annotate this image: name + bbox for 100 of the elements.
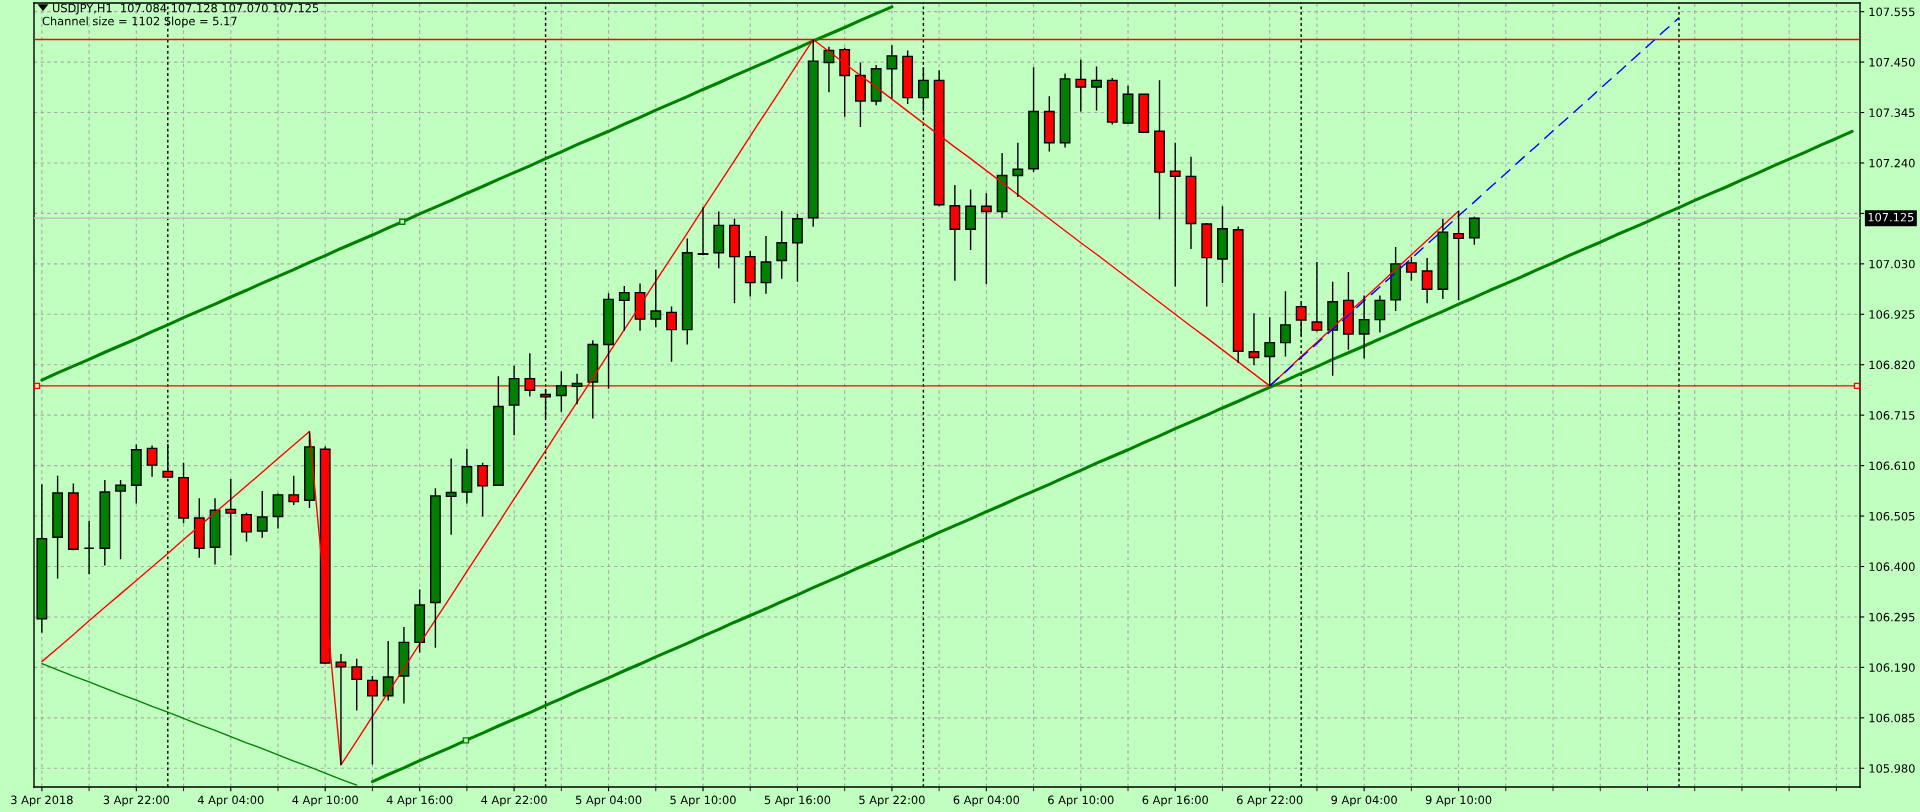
y-tick-label: 107.030 bbox=[1869, 259, 1915, 269]
candlestick bbox=[1280, 290, 1291, 358]
candlestick bbox=[1154, 79, 1165, 220]
candlestick bbox=[508, 365, 520, 437]
candlestick bbox=[288, 475, 300, 506]
candlestick bbox=[492, 375, 504, 487]
candlestick bbox=[1342, 271, 1354, 351]
candlestick bbox=[681, 237, 693, 346]
line-series bbox=[1269, 17, 1680, 387]
candlestick bbox=[178, 462, 189, 524]
candlestick bbox=[776, 210, 788, 280]
x-tick-label: 9 Apr 04:00 bbox=[1331, 795, 1397, 807]
candlestick bbox=[1201, 223, 1213, 308]
candlestick bbox=[807, 38, 819, 228]
x-tick-label: 5 Apr 16:00 bbox=[764, 795, 831, 807]
candlestick bbox=[351, 658, 363, 712]
candlestick bbox=[429, 487, 441, 649]
candlestick bbox=[855, 61, 866, 128]
candlestick bbox=[1437, 218, 1449, 300]
candlestick bbox=[1390, 246, 1402, 312]
candlestick bbox=[933, 69, 945, 206]
candlestick bbox=[1421, 257, 1433, 304]
candlestick bbox=[1043, 95, 1055, 153]
candlestick bbox=[193, 497, 205, 559]
candlestick bbox=[996, 152, 1008, 219]
y-tick-label: 106.715 bbox=[1869, 411, 1915, 420]
y-tick-label: 106.190 bbox=[1869, 663, 1915, 672]
candlestick bbox=[618, 285, 630, 332]
candlestick bbox=[382, 640, 394, 702]
candlestick bbox=[1264, 316, 1276, 387]
candlestick bbox=[1028, 66, 1039, 173]
x-tick-label: 4 Apr 22:00 bbox=[481, 795, 547, 807]
candlestick bbox=[115, 479, 126, 560]
candlestick bbox=[980, 192, 992, 285]
candlestick bbox=[1059, 72, 1071, 149]
candlestick bbox=[587, 339, 599, 420]
y-tick-label: 107.555 bbox=[1869, 7, 1915, 17]
x-tick-label: 3 Apr 22:00 bbox=[103, 795, 170, 807]
candlestick bbox=[1012, 142, 1024, 198]
x-tick-label: 5 Apr 04:00 bbox=[575, 795, 642, 807]
x-tick-label: 5 Apr 10:00 bbox=[670, 795, 736, 807]
candlestick bbox=[1327, 280, 1339, 377]
candlestick bbox=[445, 457, 457, 536]
candlestick bbox=[256, 490, 268, 539]
y-tick-label: 105.980 bbox=[1869, 764, 1915, 773]
candlestick bbox=[965, 188, 977, 251]
candlestick bbox=[555, 370, 567, 413]
candlestick bbox=[1185, 156, 1197, 250]
candlestick bbox=[1358, 294, 1370, 360]
y-tick-label: 106.820 bbox=[1869, 360, 1915, 370]
candlestick bbox=[52, 475, 64, 580]
y-tick-label: 106.295 bbox=[1869, 612, 1915, 622]
candlestick bbox=[83, 520, 95, 575]
candlestick bbox=[304, 430, 315, 509]
candlestick bbox=[1075, 58, 1087, 113]
candlestick bbox=[461, 448, 473, 505]
candlestick bbox=[650, 268, 662, 328]
y-tick-label: 106.085 bbox=[1869, 713, 1915, 723]
y-tick-label: 107.345 bbox=[1869, 108, 1915, 118]
x-tick-label: 6 Apr 04:00 bbox=[953, 795, 1020, 807]
candlestick bbox=[414, 588, 426, 654]
x-tick-label: 4 Apr 04:00 bbox=[197, 795, 264, 807]
x-tick-label: 4 Apr 10:00 bbox=[292, 795, 358, 807]
candlestick bbox=[886, 44, 898, 100]
line-series bbox=[370, 129, 1854, 784]
candlestick bbox=[1122, 84, 1134, 124]
y-tick-label: 106.610 bbox=[1869, 461, 1915, 471]
chart-title: USDJPY,H1 107.084 107.128 107.070 107.125 bbox=[52, 3, 319, 15]
candlestick bbox=[760, 235, 772, 295]
x-tick-label: 4 Apr 16:00 bbox=[386, 795, 453, 807]
candlestick bbox=[713, 210, 725, 269]
annotation: Channel size = 1102 Slope = 5.17 bbox=[42, 16, 237, 28]
line-series bbox=[41, 662, 358, 786]
candlestick bbox=[603, 292, 614, 390]
y-tick-label: 106.505 bbox=[1869, 511, 1915, 521]
candlestick bbox=[1311, 261, 1323, 331]
x-tick-label: 6 Apr 22:00 bbox=[1236, 795, 1303, 807]
candlestick bbox=[99, 479, 111, 567]
candlestick bbox=[666, 305, 677, 363]
x-tick-label: 3 Apr 2018 bbox=[11, 795, 73, 807]
ref-line-label: 107.125 bbox=[1868, 212, 1914, 222]
candlestick bbox=[225, 478, 237, 557]
x-tick-label: 9 Apr 10:00 bbox=[1425, 795, 1492, 807]
x-tick-label: 6 Apr 10:00 bbox=[1048, 795, 1114, 807]
x-tick-label: 5 Apr 22:00 bbox=[859, 795, 925, 807]
candlestick bbox=[1374, 294, 1386, 334]
candlestick bbox=[870, 64, 882, 107]
candlestick bbox=[744, 250, 756, 298]
y-tick-label: 107.240 bbox=[1869, 158, 1915, 168]
x-tick-label: 6 Apr 16:00 bbox=[1142, 795, 1208, 807]
candlestick bbox=[146, 444, 158, 478]
candlestick bbox=[729, 218, 740, 304]
candlestick bbox=[839, 46, 851, 118]
candlestick bbox=[1169, 142, 1181, 288]
candlestick bbox=[1091, 65, 1102, 112]
candlestick bbox=[477, 462, 489, 518]
candlestick bbox=[272, 494, 284, 530]
candlestick bbox=[130, 443, 142, 505]
y-tick-label: 106.400 bbox=[1869, 562, 1915, 571]
candlestick bbox=[792, 213, 803, 283]
